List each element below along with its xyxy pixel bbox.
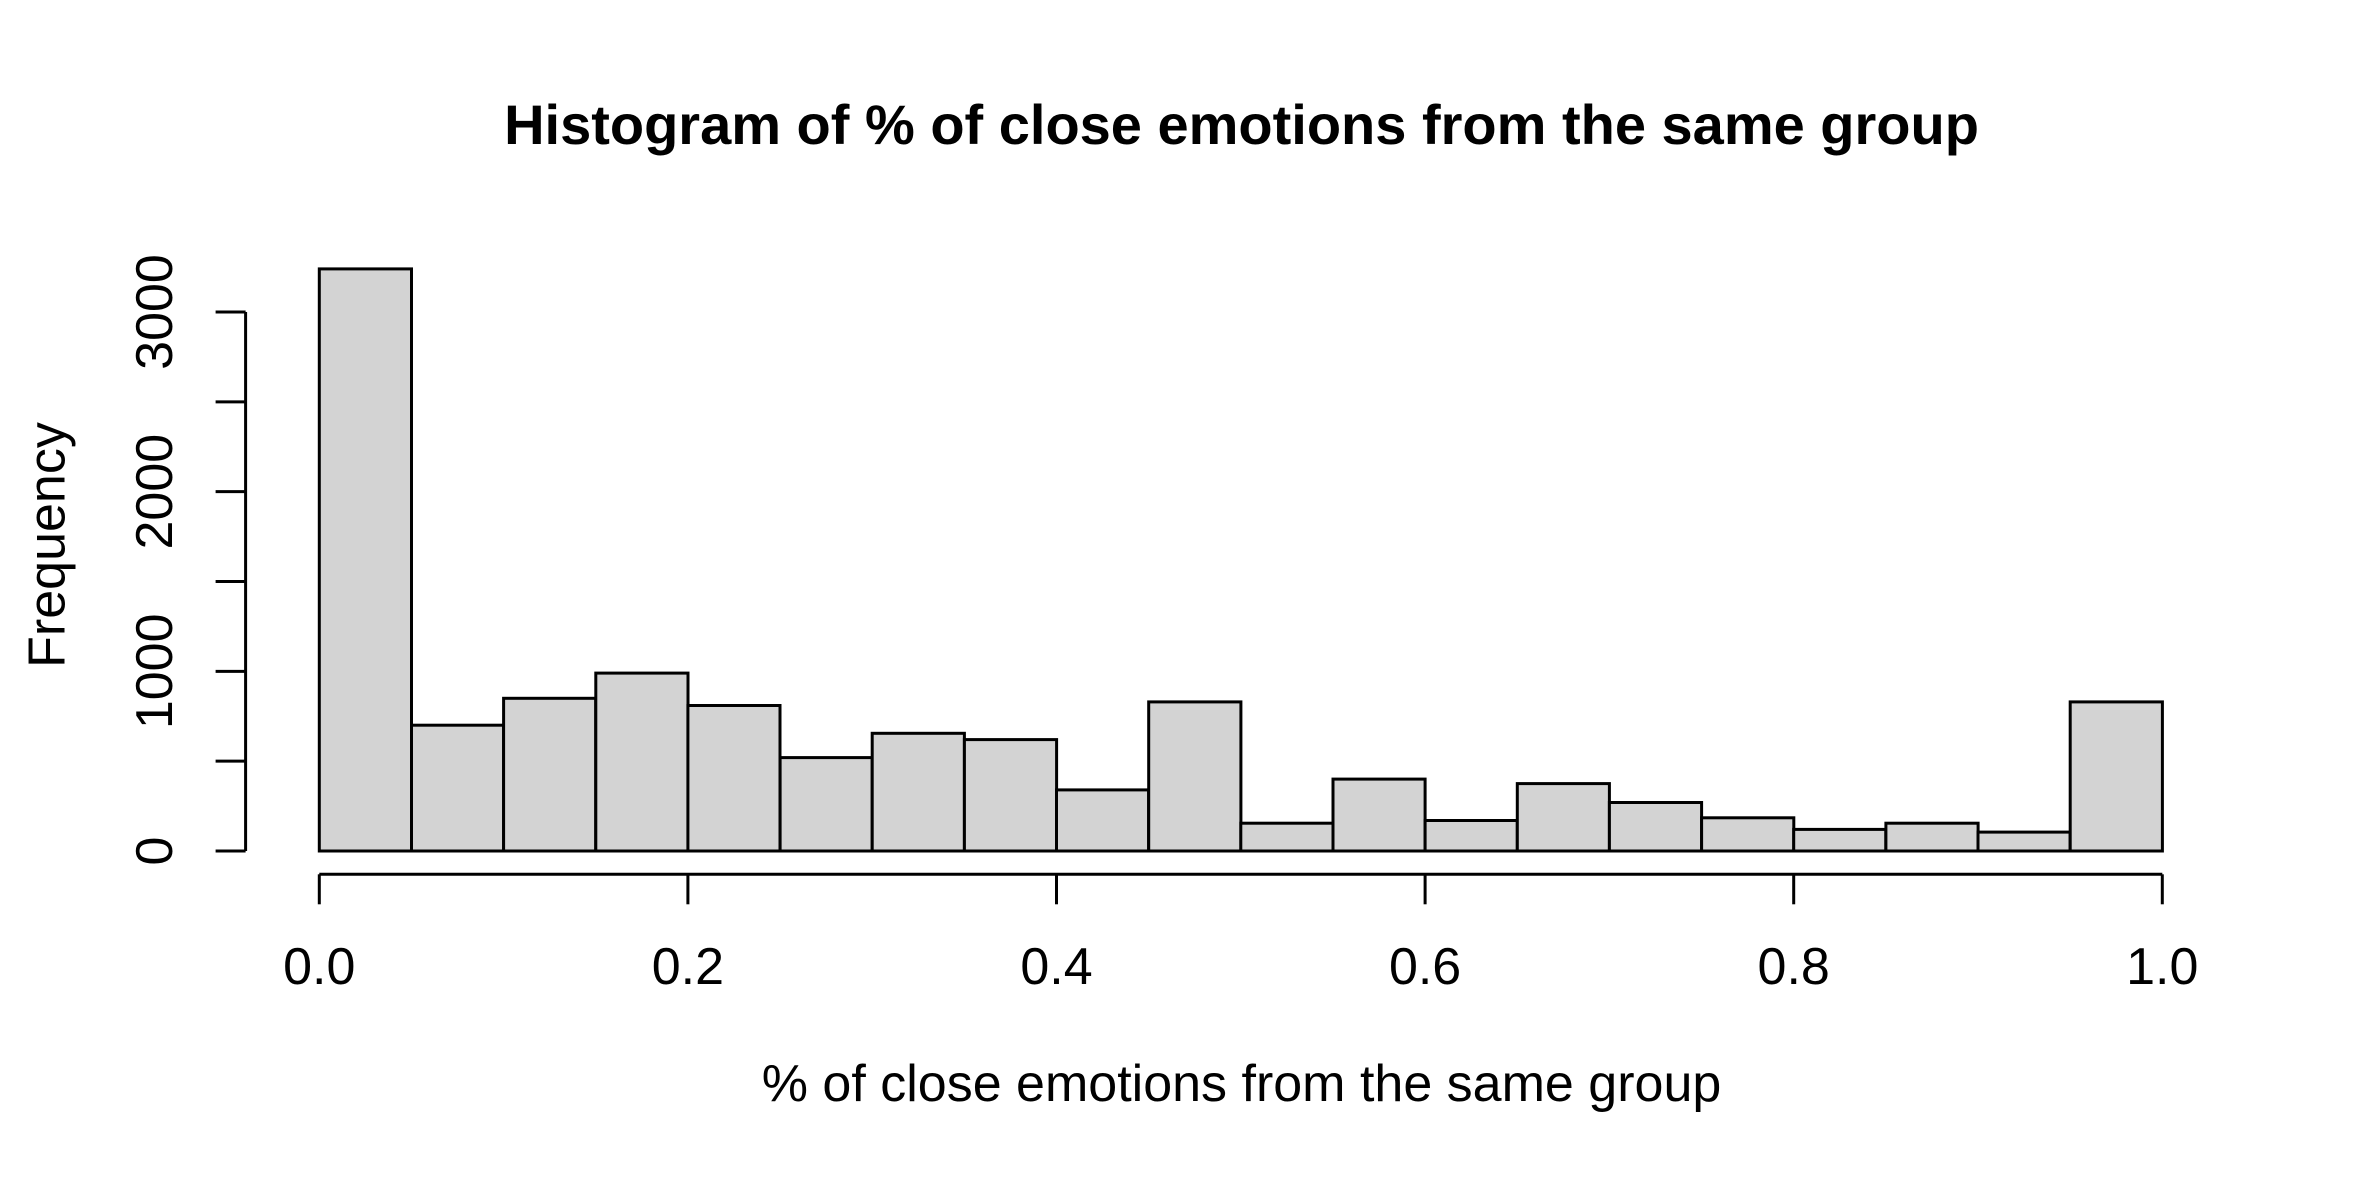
histogram-bar [1239, 821, 1335, 853]
x-tick-label: 1.0 [2126, 938, 2198, 996]
histogram-bar [317, 267, 413, 853]
histogram-bar [1147, 700, 1243, 853]
histogram-bar [1792, 827, 1888, 853]
histogram-bar [778, 756, 874, 853]
y-axis-title: Frequency [18, 422, 77, 668]
histogram-bar [1331, 777, 1427, 853]
histogram-bar [1884, 821, 1980, 853]
histogram-bar [1976, 830, 2072, 853]
histogram-bar [1607, 801, 1704, 853]
histogram-bar [870, 731, 966, 853]
histogram-bar [1515, 782, 1611, 853]
x-tick-label: 0.6 [1389, 938, 1461, 996]
x-tick-label: 0.8 [1758, 938, 1830, 996]
histogram-bar [1700, 816, 1796, 853]
x-tick-label: 0.2 [652, 938, 724, 996]
histogram-bar [502, 696, 598, 853]
histogram-bar [2068, 700, 2164, 853]
histogram-bar [962, 738, 1059, 853]
y-tick-label: 2000 [126, 434, 184, 550]
y-tick-label: 1000 [126, 613, 184, 729]
histogram-bar [1055, 788, 1151, 853]
x-tick-label: 0.0 [283, 938, 355, 996]
y-tick-label: 0 [126, 837, 184, 866]
y-tick-label: 3000 [126, 254, 184, 370]
histogram-bar [1423, 819, 1519, 853]
chart-title: Histogram of % of close emotions from th… [504, 93, 1979, 156]
histogram-bar [594, 671, 690, 853]
x-tick-label: 0.4 [1020, 938, 1092, 996]
histogram-bar [410, 723, 506, 853]
histogram-bar [686, 704, 782, 853]
x-axis-title: % of close emotions from the same group [761, 1055, 1722, 1113]
